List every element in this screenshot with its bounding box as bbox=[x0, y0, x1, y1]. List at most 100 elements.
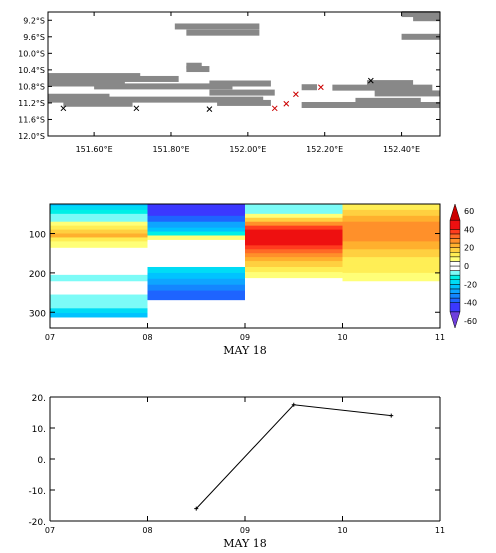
heat-cell bbox=[342, 265, 440, 274]
land-segment bbox=[355, 97, 421, 104]
heat-cell bbox=[50, 213, 148, 219]
colorbar-swatch bbox=[449, 256, 461, 262]
y-tick-label: 9.6°S bbox=[23, 33, 45, 42]
y-tick-label: 10.0°S bbox=[18, 49, 45, 58]
heat-cell bbox=[245, 229, 343, 246]
colorbar-swatch bbox=[449, 219, 461, 230]
x-tick-label: 08 bbox=[142, 526, 152, 535]
heat-cell bbox=[245, 261, 343, 268]
x-tick-label: 152.00°E bbox=[229, 145, 266, 154]
heat-cell bbox=[50, 237, 148, 242]
station-marker bbox=[60, 105, 67, 112]
station-marker bbox=[293, 91, 299, 98]
heat-cell bbox=[147, 209, 245, 217]
x-tick-label: 151.60°E bbox=[76, 145, 113, 154]
data-point bbox=[194, 506, 199, 511]
x-tick-label: 152.20°E bbox=[306, 145, 343, 154]
heat-cell bbox=[342, 227, 440, 235]
heat-cell bbox=[342, 241, 440, 250]
colorbar-swatch bbox=[449, 238, 461, 244]
land-segment bbox=[209, 89, 275, 96]
colorbar-swatch bbox=[449, 288, 461, 294]
colorbar-swatch bbox=[449, 293, 461, 299]
land-segment bbox=[48, 75, 179, 82]
land-segment bbox=[301, 102, 440, 108]
y-tick-label: 12.0°S bbox=[18, 132, 45, 141]
y-tick-label: 300 bbox=[29, 309, 46, 319]
colorbar-swatch bbox=[449, 274, 461, 280]
heat-cell bbox=[342, 272, 440, 282]
land-segment bbox=[48, 96, 264, 103]
heat-cell bbox=[245, 257, 343, 262]
data-point bbox=[291, 402, 296, 407]
x-tick-label: 10 bbox=[337, 526, 347, 535]
heat-cell bbox=[342, 209, 440, 217]
land-segment bbox=[301, 84, 318, 91]
heat-cell bbox=[147, 284, 245, 292]
y-tick-label: 20. bbox=[32, 394, 46, 404]
y-tick-label: 11.6°S bbox=[18, 115, 45, 124]
colorbar-swatch bbox=[449, 284, 461, 290]
map-panel: 151.60°E 151.80°E 152.00°E 152.20°E 152.40°E… bbox=[18, 11, 441, 154]
y-tick-label: 10.4°S bbox=[18, 66, 45, 75]
land-segment bbox=[401, 33, 440, 40]
line-panel: 07 08 09 10 11 20. 10. 0. -10. -20. MAY 18 bbox=[28, 394, 445, 550]
colorbar-swatch bbox=[449, 261, 461, 267]
heat-cell bbox=[245, 204, 343, 211]
land-segment bbox=[332, 84, 433, 91]
land-segment bbox=[186, 66, 210, 73]
heat-cell bbox=[50, 233, 148, 238]
heat-cell bbox=[50, 274, 148, 282]
colorbar-swatch bbox=[449, 229, 461, 235]
data-point bbox=[389, 413, 394, 418]
x-tick-label: 09 bbox=[240, 333, 250, 342]
heat-cell bbox=[245, 213, 343, 219]
land-segment bbox=[94, 83, 233, 90]
land-segment bbox=[401, 11, 440, 18]
colorbar-tick-label: 20 bbox=[464, 244, 474, 253]
x-axis-title: MAY 18 bbox=[223, 537, 267, 550]
heat-cell bbox=[147, 266, 245, 274]
y-tick-label: 10.8°S bbox=[18, 82, 45, 91]
y-tick-label: 11.2°S bbox=[18, 99, 45, 108]
colorbar-swatch bbox=[449, 233, 461, 239]
map-frame bbox=[47, 11, 441, 137]
heat-cell bbox=[50, 205, 148, 211]
colorbar-tick-label: 40 bbox=[464, 225, 474, 234]
colorbar-tick-label: -20 bbox=[464, 280, 477, 289]
colorbar-tick-label: -40 bbox=[464, 299, 477, 308]
heat-cell bbox=[50, 308, 148, 314]
heat-cell bbox=[147, 215, 245, 223]
heat-cell bbox=[342, 215, 440, 223]
y-tick-label: 100 bbox=[29, 231, 46, 241]
heat-cell bbox=[50, 204, 148, 207]
heat-cell bbox=[342, 221, 440, 229]
heat-cell bbox=[147, 227, 245, 233]
land-segment bbox=[63, 100, 133, 107]
heat-cell bbox=[147, 231, 245, 236]
x-tick-label: 07 bbox=[45, 333, 55, 342]
x-axis-title: MAY 18 bbox=[223, 344, 267, 357]
x-tick-label: 152.40°E bbox=[383, 145, 420, 154]
land-segment bbox=[48, 80, 125, 87]
heat-cell bbox=[50, 313, 148, 318]
colorbar-swatch bbox=[449, 270, 461, 276]
station-marker bbox=[206, 106, 213, 112]
heat-cell bbox=[245, 209, 343, 215]
y-tick-label: 10. bbox=[32, 425, 46, 435]
heat-cell bbox=[147, 278, 245, 286]
heat-cell bbox=[50, 221, 148, 227]
station-marker bbox=[318, 84, 324, 91]
heat-cell bbox=[50, 217, 148, 223]
land-segment bbox=[186, 62, 202, 69]
land-segment bbox=[217, 99, 271, 106]
colorbar-swatch bbox=[449, 242, 461, 248]
y-tick-label: 200 bbox=[29, 270, 46, 280]
land-segment bbox=[174, 23, 260, 30]
colorbar-swatch bbox=[449, 279, 461, 285]
x-tick-label: 08 bbox=[142, 333, 152, 342]
colorbar-swatch bbox=[449, 302, 461, 313]
heat-cell bbox=[342, 204, 440, 211]
